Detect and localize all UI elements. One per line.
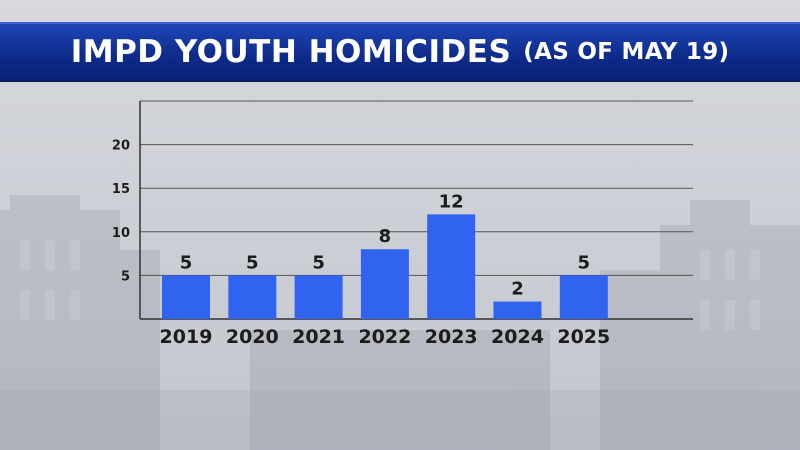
x-tick-label: 2023	[425, 326, 478, 348]
chart-subtitle: (AS OF MAY 19)	[523, 39, 730, 65]
y-tick-label: 5	[121, 269, 130, 284]
y-tick-label: 10	[112, 226, 130, 241]
bar-2022	[360, 249, 409, 319]
bar-2019	[162, 275, 210, 319]
data-label: 5	[578, 252, 591, 273]
y-tick-label: 20	[112, 139, 130, 154]
x-tick-label: 2020	[226, 326, 279, 348]
bar-2023	[427, 214, 476, 319]
data-label: 5	[180, 252, 193, 273]
data-label: 2	[511, 279, 524, 300]
x-tick-label: 2019	[160, 326, 213, 348]
data-label: 12	[439, 191, 464, 212]
x-tick-label: 2025	[557, 326, 610, 348]
title-banner: IMPD YOUTH HOMICIDES (AS OF MAY 19)	[0, 22, 800, 82]
x-tick-label: 2021	[292, 326, 345, 348]
x-tick-label: 2024	[491, 326, 544, 348]
x-tick-label: 2022	[358, 326, 411, 348]
bar-2021	[294, 275, 343, 319]
bar-2024	[493, 301, 542, 319]
data-label: 5	[312, 252, 325, 273]
data-label: 5	[246, 252, 259, 273]
chart-title: IMPD YOUTH HOMICIDES	[70, 34, 512, 70]
bar-2020	[228, 275, 277, 319]
bar-2025	[559, 275, 608, 319]
y-tick-label: 15	[112, 182, 130, 197]
data-label: 8	[379, 226, 392, 247]
